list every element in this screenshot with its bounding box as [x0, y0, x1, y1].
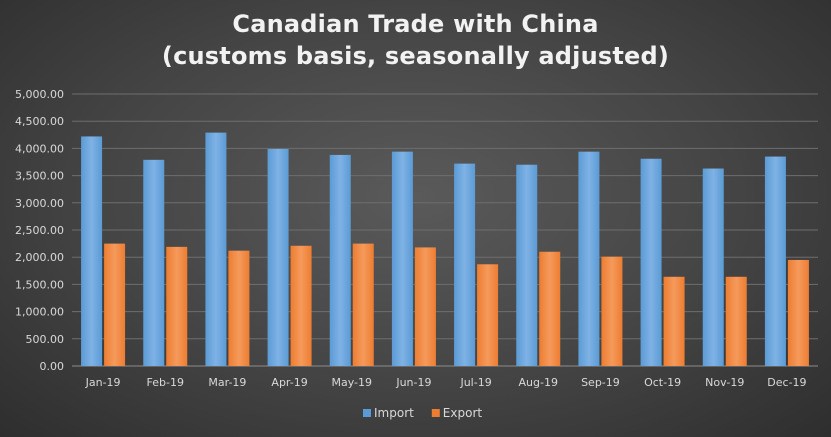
import-bar — [143, 159, 165, 366]
legend-swatch — [363, 409, 371, 417]
export-bar — [414, 247, 436, 366]
y-tick-label: 500.00 — [26, 333, 65, 346]
y-tick-label: 4,000.00 — [15, 142, 64, 155]
import-bar — [267, 148, 289, 366]
x-tick-label: Jun-19 — [395, 376, 431, 389]
x-tick-label: Dec-19 — [767, 376, 806, 389]
x-tick-label: Jul-19 — [459, 376, 491, 389]
export-bar — [787, 259, 809, 366]
y-tick-label: 1,500.00 — [15, 278, 64, 291]
export-bar — [166, 246, 188, 366]
export-bar — [725, 276, 747, 366]
x-tick-label: Apr-19 — [271, 376, 307, 389]
export-bar — [228, 250, 250, 366]
y-tick-label: 2,500.00 — [15, 224, 64, 237]
y-tick-label: 3,000.00 — [15, 197, 64, 210]
export-bar — [290, 245, 312, 366]
y-tick-label: 5,000.00 — [15, 88, 64, 101]
import-bar — [391, 151, 413, 366]
y-tick-label: 1,000.00 — [15, 306, 64, 319]
x-tick-label: Feb-19 — [147, 376, 184, 389]
export-bar — [601, 256, 623, 366]
import-bar — [640, 158, 662, 366]
y-tick-label: 4,500.00 — [15, 115, 64, 128]
export-bar — [539, 251, 561, 366]
x-tick-label: Jan-19 — [85, 376, 121, 389]
import-bar — [329, 154, 351, 366]
import-bar — [205, 132, 227, 366]
y-tick-label: 0.00 — [40, 360, 65, 373]
import-bar — [454, 163, 476, 366]
import-bar — [764, 156, 786, 366]
x-tick-label: Aug-19 — [519, 376, 558, 389]
chart-title-line1: Canadian Trade with China — [232, 10, 599, 38]
x-tick-label: Mar-19 — [208, 376, 246, 389]
x-tick-label: Nov-19 — [705, 376, 744, 389]
legend-label: Export — [443, 406, 483, 420]
import-bar — [578, 151, 600, 366]
import-bar — [516, 164, 538, 366]
x-tick-label: Oct-19 — [644, 376, 681, 389]
import-bar — [702, 168, 724, 366]
export-bar — [663, 276, 685, 366]
chart-title-line2: (customs basis, seasonally adjusted) — [161, 42, 670, 70]
import-bar — [81, 136, 103, 366]
x-tick-label: Sep-19 — [581, 376, 620, 389]
legend-label: Import — [374, 406, 414, 420]
export-bar — [352, 243, 374, 366]
y-tick-label: 3,500.00 — [15, 170, 64, 183]
legend-swatch — [431, 409, 440, 417]
x-tick-label: May-19 — [331, 376, 372, 389]
chart-title: Canadian Trade with China (customs basis… — [0, 8, 831, 72]
export-bar — [104, 243, 126, 366]
y-tick-label: 2,000.00 — [15, 251, 64, 264]
export-bar — [477, 264, 499, 366]
